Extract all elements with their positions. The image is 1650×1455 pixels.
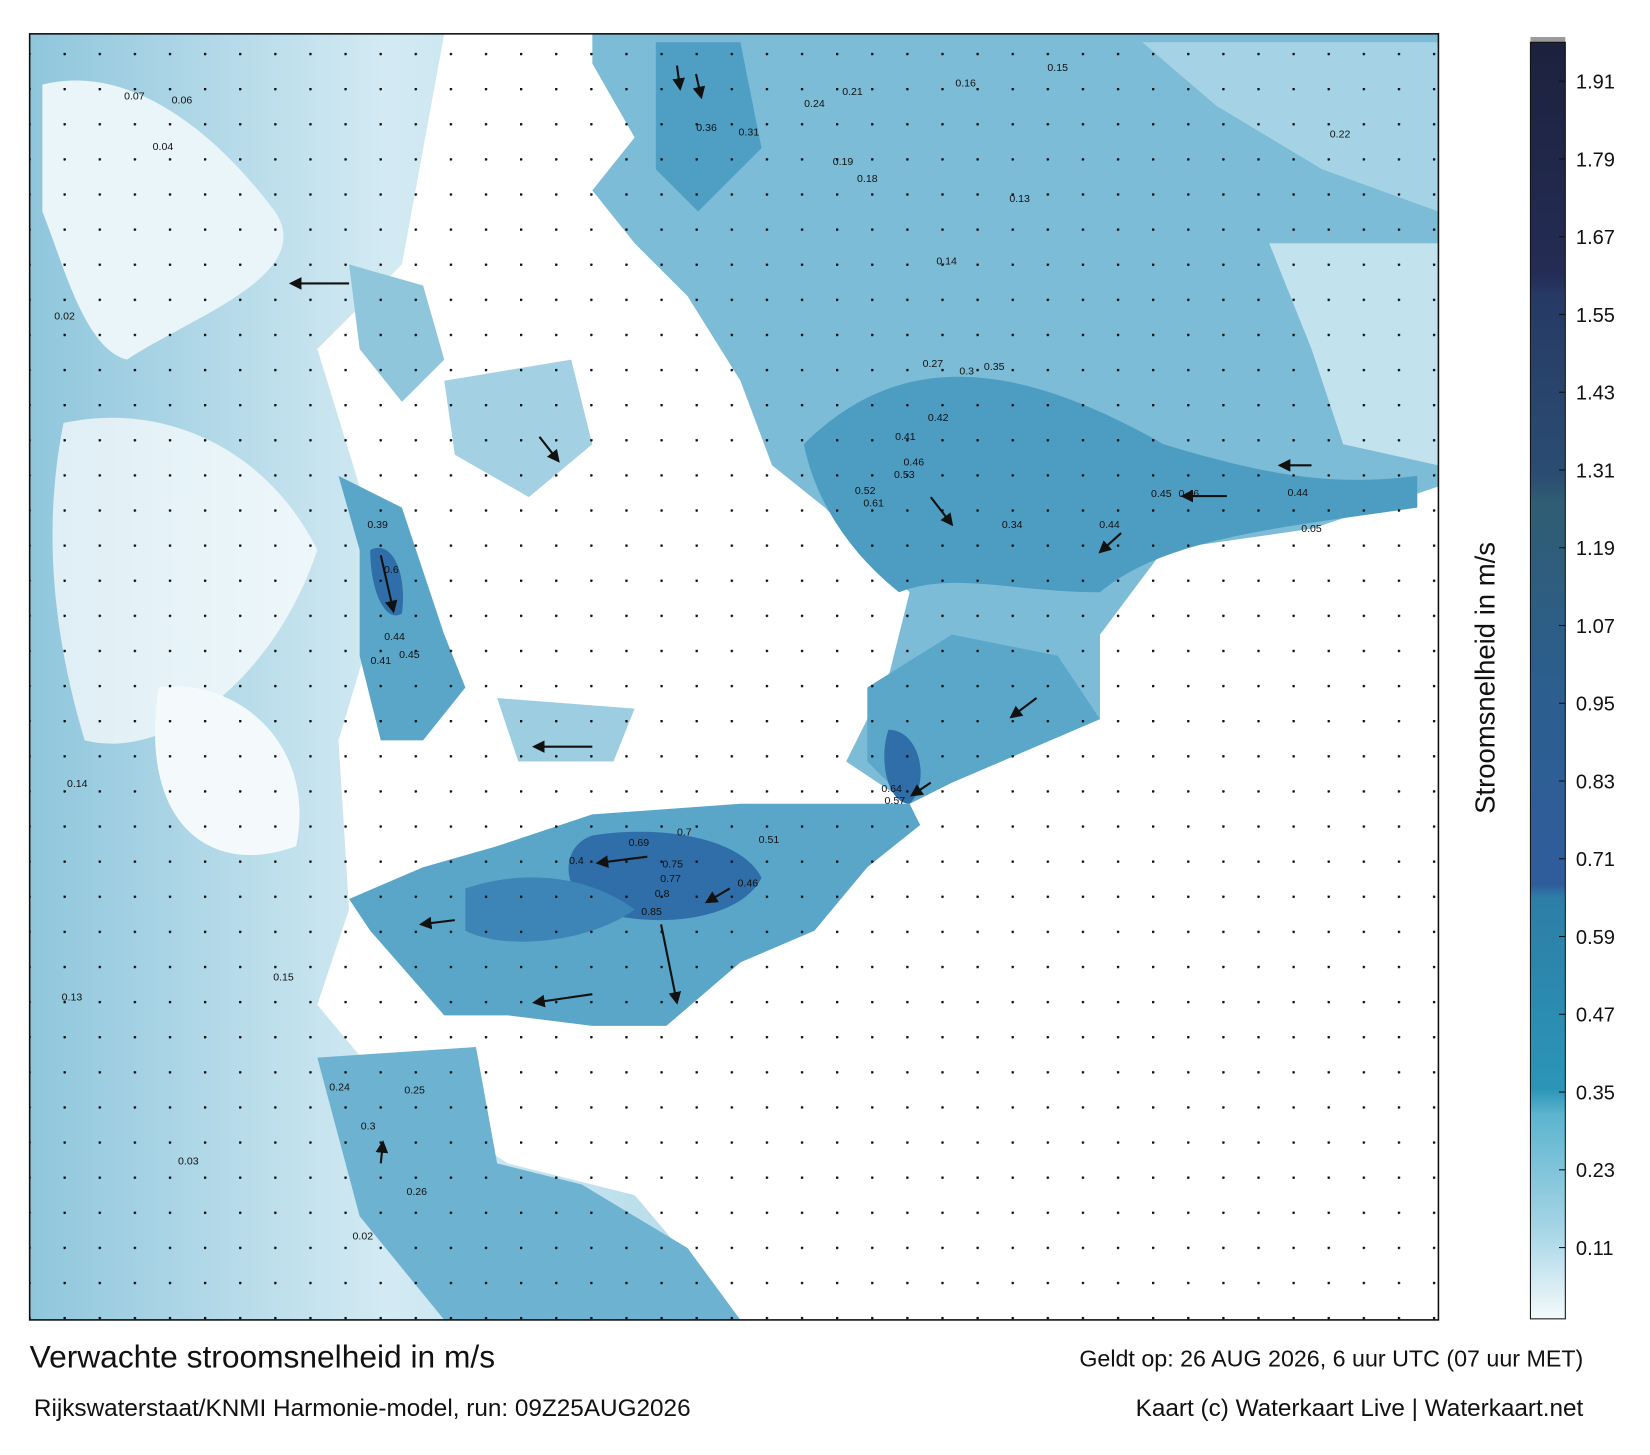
colorbar-tick-label: 0.59	[1576, 927, 1615, 949]
speed-label: 0.34	[1002, 519, 1023, 531]
speed-label: 0.8	[655, 888, 670, 900]
map-credit: Kaart (c) Waterkaart Live | Waterkaart.n…	[1136, 1395, 1584, 1422]
colorbar-tick-label: 0.71	[1576, 849, 1615, 871]
speed-label: 0.57	[885, 795, 906, 807]
colorbar-label: Stroomsnelheid in m/s	[1469, 542, 1500, 814]
speed-label: 0.02	[54, 310, 75, 322]
speed-label: 0.04	[153, 141, 174, 153]
valid-time: Geldt op: 26 AUG 2026, 6 uur UTC (07 uur…	[1079, 1345, 1583, 1371]
speed-label: 0.22	[1330, 128, 1351, 140]
speed-label: 0.52	[855, 485, 876, 497]
speed-label: 0.3	[959, 365, 974, 377]
speed-label: 0.03	[178, 1155, 199, 1167]
sea-areas	[29, 33, 1439, 1320]
speed-label: 0.36	[696, 122, 717, 134]
speed-label: 0.31	[739, 126, 760, 138]
map-title: Verwachte stroomsnelheid in m/s	[30, 1339, 495, 1375]
speed-label: 0.35	[984, 361, 1005, 373]
speed-label: 0.4	[569, 855, 584, 867]
speed-label: 0.44	[384, 631, 405, 643]
speed-label: 0.13	[62, 992, 83, 1004]
speed-label: 0.46	[904, 456, 925, 468]
speed-label: 0.44	[1287, 487, 1308, 499]
speed-label: 0.19	[833, 156, 854, 168]
speed-label: 0.44	[1099, 519, 1120, 531]
colorbar-tick-label: 0.35	[1576, 1082, 1615, 1104]
colorbar-tick-label: 0.83	[1576, 771, 1615, 793]
speed-label: 0.41	[371, 655, 392, 667]
speed-label: 0.75	[662, 858, 683, 870]
speed-label: 0.53	[894, 469, 915, 481]
speed-label: 0.16	[955, 78, 976, 90]
speed-label: 0.05	[1301, 523, 1322, 535]
model-source: Rijkswaterstaat/KNMI Harmonie-model, run…	[34, 1395, 691, 1422]
speed-label: 0.64	[881, 783, 902, 795]
colorbar-tick-label: 1.79	[1576, 149, 1615, 171]
speed-label: 0.3	[361, 1121, 376, 1133]
speed-label: 0.15	[1047, 62, 1068, 74]
colorbar-tick-label: 1.07	[1576, 616, 1615, 638]
colorbar-tick-label: 1.91	[1576, 72, 1615, 94]
speed-label: 0.85	[641, 906, 662, 918]
speed-label: 0.13	[1009, 193, 1030, 205]
current-arrows	[288, 65, 1312, 1164]
colorbar-tick-label: 1.55	[1576, 305, 1615, 327]
speed-label: 0.27	[923, 358, 944, 370]
colorbar-tick-label: 1.43	[1576, 383, 1615, 405]
colorbar-tick-label: 1.19	[1576, 538, 1615, 560]
colorbar-tick-label: 0.11	[1576, 1238, 1614, 1260]
speed-label: 0.14	[67, 778, 88, 790]
colorbar	[1529, 41, 1566, 1320]
speed-label: 0.25	[404, 1085, 425, 1097]
speed-label: 0.15	[273, 971, 294, 983]
speed-label: 0.06	[172, 95, 193, 107]
colorbar-tick-label: 1.31	[1576, 460, 1615, 482]
colorbar-tick-label: 0.47	[1576, 1005, 1615, 1027]
speed-label: 0.7	[677, 827, 692, 839]
speed-label: 0.51	[759, 834, 780, 846]
speed-label: 0.41	[895, 431, 916, 443]
speed-label: 0.07	[124, 90, 145, 102]
speed-label: 0.46	[1179, 488, 1200, 500]
speed-label: 0.02	[353, 1231, 374, 1243]
speed-label: 0.26	[406, 1186, 427, 1198]
map-frame	[28, 33, 1440, 1321]
speed-label: 0.45	[1151, 488, 1172, 500]
speed-label: 0.61	[863, 498, 884, 510]
speed-label: 0.69	[629, 837, 650, 849]
colorbar-tick-label: 0.95	[1576, 694, 1615, 716]
speed-label: 0.6	[384, 564, 399, 576]
colorbar-cap	[1530, 37, 1566, 44]
speed-labels: 0.36 0.31 0.24 0.21 0.16 0.15 0.22 0.190.18 0.13…	[54, 62, 1350, 1243]
speed-label: 0.24	[329, 1081, 350, 1093]
speed-label: 0.46	[738, 877, 759, 889]
speed-label: 0.21	[842, 86, 863, 98]
speed-label: 0.24	[804, 98, 825, 110]
speed-label: 0.42	[928, 412, 949, 424]
colorbar-tick-label: 0.23	[1576, 1160, 1615, 1182]
speed-label: 0.18	[857, 173, 878, 185]
speed-label: 0.14	[936, 255, 957, 267]
colorbar-ticks: 0.11 0.23 0.35 0.47 0.59 0.71 0.83 0.95 1.07 1.19…	[1558, 72, 1615, 1260]
speed-label: 0.45	[399, 649, 420, 661]
speed-label: 0.39	[367, 519, 388, 531]
colorbar-tick-label: 1.67	[1576, 227, 1615, 249]
speed-label: 0.77	[660, 873, 681, 885]
